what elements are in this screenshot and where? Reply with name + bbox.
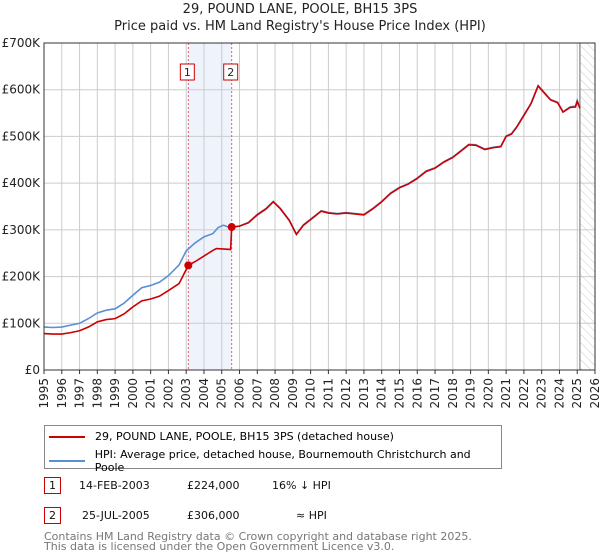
x-tick-label: 2006 [233, 378, 247, 409]
y-tick-label: £0 [25, 363, 40, 377]
x-tick-label: 2016 [410, 378, 424, 409]
x-tick-label: 2000 [126, 378, 140, 409]
footer-line-2: This data is licensed under the Open Gov… [44, 540, 395, 553]
hatch-region [579, 43, 595, 370]
x-tick-label: 2005 [215, 378, 229, 409]
transaction-marker: 2 [44, 507, 61, 524]
y-tick-label: £400K [2, 176, 42, 190]
x-tick-label: 2024 [552, 378, 566, 409]
x-tick-label: 2023 [535, 378, 549, 409]
x-tick-label: 2025 [570, 378, 584, 409]
sale-marker-label: 1 [184, 66, 191, 79]
x-tick-label: 1997 [73, 378, 87, 409]
x-tick-label: 2008 [268, 378, 282, 409]
x-tick-label: 2012 [339, 378, 353, 409]
x-tick-label: 2017 [428, 378, 442, 409]
x-tick-label: 1996 [55, 378, 69, 409]
transaction-date: 14-FEB-2003 [79, 479, 150, 492]
x-tick-label: 2019 [464, 378, 478, 409]
legend: 29, POUND LANE, POOLE, BH15 3PS (detache… [44, 425, 502, 474]
sale-point [184, 261, 193, 270]
x-tick-label: 2011 [321, 378, 335, 409]
transaction-date: 25-JUL-2005 [82, 509, 150, 522]
legend-hpi: HPI: Average price, detached house, Bour… [94, 448, 471, 474]
transaction-hpi: ≈ HPI [296, 509, 327, 522]
legend-blue-swatch [49, 460, 85, 462]
x-tick-label: 2018 [446, 378, 460, 409]
x-tick-label: 2020 [481, 378, 495, 409]
price-line [43, 84, 581, 335]
transaction-price: £224,000 [187, 479, 240, 492]
x-tick-label: 2015 [392, 378, 406, 409]
x-tick-label: 2026 [588, 378, 600, 409]
x-tick-label: 1998 [90, 378, 104, 409]
sale-marker-box [223, 63, 239, 81]
x-tick-label: 1995 [37, 378, 51, 409]
x-tick-label: 2022 [517, 378, 531, 409]
footer-line-1: Contains HM Land Registry data © Crown c… [44, 530, 472, 543]
x-tick-label: 1999 [108, 378, 122, 409]
transaction-hpi: 16% ↓ HPI [272, 479, 331, 492]
x-tick-label: 2010 [304, 378, 318, 409]
sale-marker-label: 2 [227, 66, 234, 79]
sale-period-shade [188, 43, 232, 370]
sale-marker-box [179, 63, 195, 81]
y-tick-label: £500K [2, 129, 42, 143]
transaction-price: £306,000 [187, 509, 240, 522]
plot-frame [43, 42, 596, 371]
footer: Contains HM Land Registry data © Crown c… [44, 530, 472, 553]
y-tick-label: £700K [2, 36, 42, 50]
hpi-line [43, 84, 581, 329]
x-tick-label: 2009 [286, 378, 300, 409]
x-tick-label: 2004 [197, 378, 211, 409]
x-tick-label: 2001 [144, 378, 158, 409]
y-tick-label: £300K [2, 223, 42, 237]
x-tick-label: 2002 [161, 378, 175, 409]
transaction-marker: 1 [44, 477, 61, 494]
chart-subtitle: Price paid vs. HM Land Registry's House … [114, 19, 486, 34]
chart-title: 29, POUND LANE, POOLE, BH15 3PS [182, 2, 418, 17]
y-tick-label: £100K [2, 316, 42, 330]
x-tick-label: 2014 [375, 378, 389, 409]
x-tick-label: 2003 [179, 378, 193, 409]
y-tick-label: £200K [2, 270, 42, 284]
sale-point [227, 223, 236, 232]
legend-red-swatch [49, 435, 85, 438]
legend-property: 29, POUND LANE, POOLE, BH15 3PS (detache… [95, 430, 394, 443]
plot-area: 1995 1996 1997 1998 1999 2000 2001 2002 2003 2004… [2, 36, 600, 409]
y-tick-label: £600K [2, 83, 42, 97]
x-tick-label: 2007 [250, 378, 264, 409]
x-tick-label: 2021 [499, 378, 513, 409]
x-tick-label: 2013 [357, 378, 371, 409]
